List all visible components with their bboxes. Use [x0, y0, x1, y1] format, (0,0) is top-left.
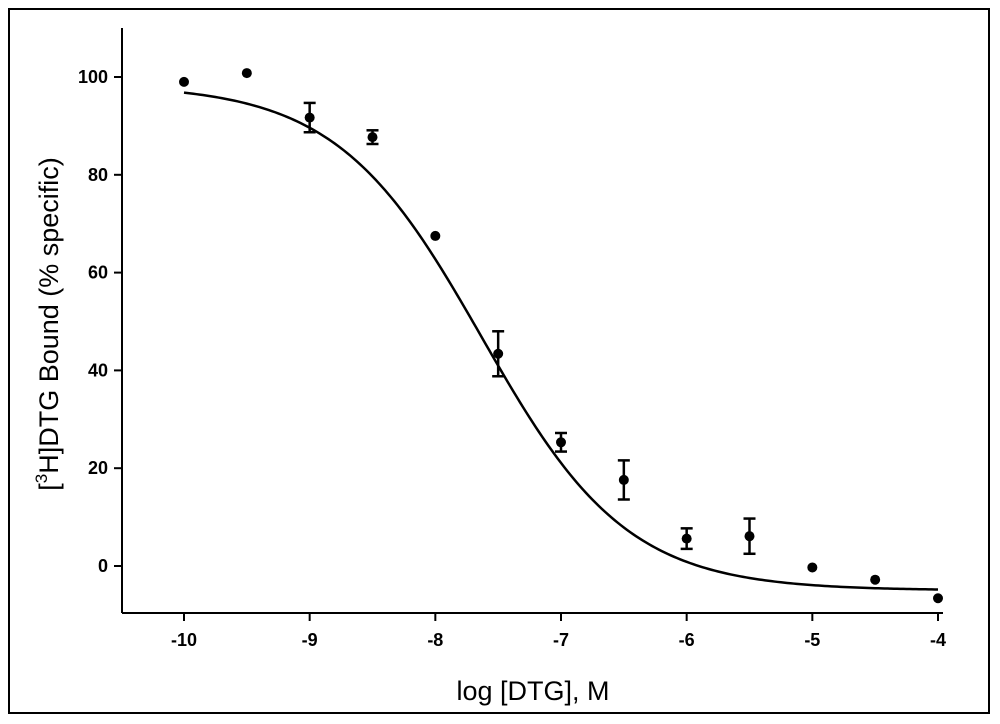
data-point — [493, 348, 504, 359]
data-point — [241, 68, 252, 79]
y-axis-title-superscript: 3 — [32, 474, 51, 483]
error-bars — [303, 101, 756, 556]
data-point — [179, 76, 189, 87]
y-axis-title: [3H]DTG Bound (% specific) — [32, 157, 64, 491]
y-tick-label: 80 — [88, 165, 108, 185]
data-point — [744, 531, 755, 542]
x-tick-label: -9 — [302, 630, 318, 650]
y-tick-label: 60 — [88, 263, 108, 283]
y-ticks: 0 20 40 60 80 100 — [78, 67, 122, 576]
fit-curve — [183, 91, 939, 591]
axes — [121, 28, 943, 614]
x-tick-label: -8 — [427, 630, 443, 650]
x-tick-label: -6 — [679, 630, 695, 650]
x-axis-title: log [DTG], M — [456, 676, 609, 706]
y-tick-label: 40 — [88, 360, 108, 380]
x-tick-label: -4 — [930, 630, 946, 650]
x-ticks: -10 -9 -8 -7 -6 -5 -4 — [171, 613, 946, 650]
x-tick-label: -7 — [553, 630, 569, 650]
y-tick-label: 20 — [88, 458, 108, 478]
y-tick-label: 100 — [78, 67, 108, 87]
data-point — [367, 132, 378, 143]
data-point — [556, 437, 566, 448]
y-axis-title-suffix: H]DTG Bound (% specific) — [34, 157, 64, 474]
data-point — [304, 112, 315, 123]
data-point — [618, 474, 629, 485]
y-axis-title-prefix: [ — [34, 483, 64, 491]
data-point — [430, 230, 441, 241]
data-point — [870, 574, 881, 585]
x-tick-label: -5 — [804, 630, 820, 650]
data-point — [681, 533, 692, 544]
data-point — [933, 593, 943, 604]
y-tick-label: 0 — [98, 556, 108, 576]
x-tick-label: -10 — [171, 630, 197, 650]
data-point — [807, 562, 818, 573]
data-points — [179, 68, 943, 604]
